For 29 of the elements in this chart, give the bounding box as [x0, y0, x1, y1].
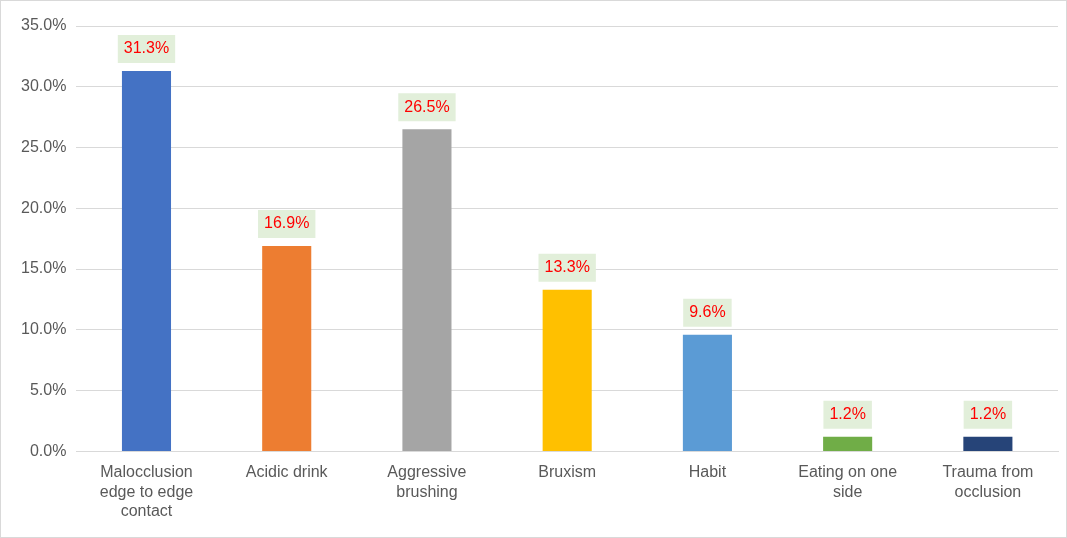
x-tick-label: Trauma from occlusion: [942, 463, 1034, 500]
bar: [402, 129, 452, 451]
bar: [963, 436, 1013, 451]
bar: [121, 70, 172, 451]
x-tick-label: Malocclusion edge to edge contact: [99, 463, 194, 519]
x-tick-label: Acidic drink: [245, 463, 329, 481]
data-label: 13.3%: [544, 258, 590, 276]
data-label: 16.9%: [264, 214, 310, 232]
y-tick-label: 30.0%: [20, 77, 67, 95]
x-tick-label: Aggressive brushing: [387, 463, 467, 500]
y-tick-label: 35.0%: [20, 16, 67, 34]
y-tick-label: 25.0%: [20, 137, 67, 155]
bar: [823, 436, 873, 451]
x-tick-label: Habit: [688, 463, 727, 481]
x-tick-label: Bruxism: [538, 463, 597, 481]
y-tick-label: 10.0%: [20, 320, 67, 338]
y-tick-label: 0.0%: [29, 441, 67, 459]
data-label: 9.6%: [689, 303, 726, 321]
x-tick-label: Eating on one side: [798, 463, 898, 500]
bar: [262, 245, 312, 451]
data-label: 26.5%: [404, 97, 450, 115]
data-label: 1.2%: [829, 405, 866, 423]
data-label: 31.3%: [123, 39, 170, 57]
y-tick-label: 15.0%: [20, 259, 67, 277]
bar: [682, 334, 732, 451]
y-tick-label: 20.0%: [20, 198, 67, 216]
bar: [542, 289, 592, 451]
data-label: 1.2%: [969, 405, 1007, 423]
y-tick-label: 5.0%: [29, 381, 67, 399]
